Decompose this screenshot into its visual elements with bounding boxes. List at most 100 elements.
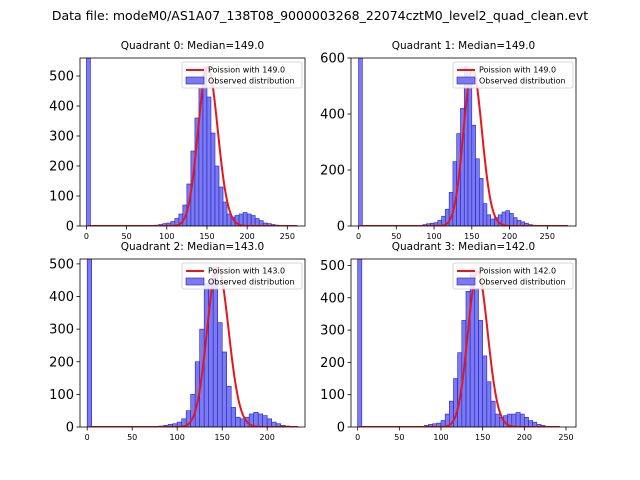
histogram-bar xyxy=(253,412,259,427)
y-tick-label: 300 xyxy=(49,130,74,145)
y-tick-label: 0 xyxy=(66,421,74,436)
y-tick-label: 500 xyxy=(49,257,74,272)
y-tick-label: 300 xyxy=(320,324,345,339)
quadrant-3-panel: Quadrant 3: Median=142.00100200300400500… xyxy=(320,241,577,442)
histogram-bar xyxy=(515,412,521,427)
x-tick-label: 150 xyxy=(464,232,479,241)
y-tick-label: 600 xyxy=(320,52,345,67)
y-tick-label: 0 xyxy=(337,421,345,436)
x-tick-label: 0 xyxy=(84,232,89,241)
quadrant-title: Quadrant 2: Median=143.0 xyxy=(121,241,264,253)
x-tick-label: 0 xyxy=(356,232,361,241)
histogram-bar xyxy=(202,66,208,226)
x-tick-label: 0 xyxy=(355,433,360,442)
poisson-curve xyxy=(88,66,298,226)
y-tick-label: 300 xyxy=(49,323,74,338)
x-tick-label: 50 xyxy=(127,433,137,442)
x-tick-label: 150 xyxy=(475,433,490,442)
x-tick-label: 200 xyxy=(260,433,275,442)
legend-bar-swatch xyxy=(456,76,476,85)
x-tick-label: 100 xyxy=(159,232,174,241)
y-tick-label: 100 xyxy=(49,388,74,403)
histogram-bar xyxy=(221,351,227,427)
histogram-bar xyxy=(511,413,517,427)
y-tick-label: 200 xyxy=(49,355,74,370)
histogram-bar xyxy=(478,320,483,427)
histogram-bar xyxy=(486,381,492,427)
x-tick-label: 250 xyxy=(558,433,573,442)
y-tick-label: 0 xyxy=(337,220,345,235)
histogram-bar xyxy=(214,165,220,226)
histogram-bar xyxy=(519,413,525,427)
legend-box xyxy=(181,61,303,89)
legend-label-observed: Observed distribution xyxy=(208,278,295,287)
legend-label-poisson: Poission with 149.0 xyxy=(479,66,556,75)
legend-bar-swatch xyxy=(185,277,205,286)
histogram-bar xyxy=(474,287,479,427)
y-tick-label: 400 xyxy=(49,290,74,305)
quadrant-1-panel: Quadrant 1: Median=149.0 0 200 400 600 0 50 100… xyxy=(320,40,577,241)
x-tick-label: 100 xyxy=(170,433,185,442)
x-tick-label: 250 xyxy=(540,232,555,241)
legend-label-poisson: Poission with 149.0 xyxy=(208,66,285,75)
histogram-bar xyxy=(86,259,92,427)
histogram-bar xyxy=(230,407,236,427)
legend-bar-swatch xyxy=(456,277,476,286)
histogram-bar xyxy=(206,96,212,226)
x-tick-label: 200 xyxy=(502,232,517,241)
legend: Poission with 149.0 Observed distribution xyxy=(452,61,574,89)
quadrant-title: Quadrant 0: Median=149.0 xyxy=(121,40,264,52)
histogram-bar xyxy=(494,413,500,427)
y-tick-label: 400 xyxy=(49,100,74,115)
legend-label-observed: Observed distribution xyxy=(208,77,295,86)
legend: Poission with 143.0 Observed distribution xyxy=(181,262,303,290)
x-tick-label: 150 xyxy=(215,433,230,442)
histogram-bar xyxy=(246,213,252,226)
histogram-bar xyxy=(217,322,223,427)
x-tick-label: 0 xyxy=(85,433,90,442)
x-tick-label: 200 xyxy=(240,232,255,241)
plot-area xyxy=(358,58,569,226)
histogram-bar xyxy=(218,186,224,226)
x-tick-label: 100 xyxy=(426,232,441,241)
figure-title: Data file: modeM0/AS1A07_138T08_90000032… xyxy=(52,8,588,23)
y-tick-label: 100 xyxy=(320,388,345,403)
histogram-bar xyxy=(266,418,273,427)
x-tick-label: 250 xyxy=(280,232,295,241)
x-tick-label: 100 xyxy=(433,433,448,442)
poisson-curve xyxy=(359,270,560,427)
histogram-bar xyxy=(226,385,232,427)
histogram-bar xyxy=(482,355,488,427)
legend-label-observed: Observed distribution xyxy=(479,77,566,86)
y-tick-label: 400 xyxy=(320,108,345,123)
histogram-bar xyxy=(242,212,248,226)
legend-label-poisson: Poission with 143.0 xyxy=(208,267,285,276)
histogram-bar xyxy=(262,415,268,427)
histogram-bar xyxy=(486,214,491,226)
histogram-bar xyxy=(235,416,241,427)
y-tick-label: 200 xyxy=(49,160,74,175)
histogram-bar xyxy=(490,400,496,427)
quadrant-2-panel: Quadrant 2: Median=143.00100200300400500… xyxy=(49,241,306,442)
legend-bar-swatch xyxy=(185,76,205,85)
plot-area xyxy=(86,259,299,427)
histogram-bar xyxy=(250,215,256,226)
x-tick-label: 150 xyxy=(199,232,214,241)
legend-box xyxy=(181,262,303,290)
legend-label-observed: Observed distribution xyxy=(479,278,566,287)
quadrant-title: Quadrant 3: Median=142.0 xyxy=(392,241,535,253)
x-tick-label: 50 xyxy=(391,232,401,241)
histogram-bar xyxy=(212,266,218,427)
y-tick-label: 200 xyxy=(320,164,345,179)
histogram-bar xyxy=(357,259,363,427)
poisson-curve xyxy=(360,68,569,226)
histogram-bar xyxy=(467,80,473,226)
legend: Poission with 142.0 Observed distribution xyxy=(452,262,574,290)
quadrant-0-panel: Quadrant 0: Median=149.0 0 100 200 300 400 500… xyxy=(49,40,306,241)
histogram-bar xyxy=(490,218,495,226)
legend: Poission with 149.0 Observed distribution xyxy=(181,61,303,89)
x-tick-label: 200 xyxy=(517,433,532,442)
y-tick-label: 500 xyxy=(49,70,74,85)
histogram-bar xyxy=(524,417,529,427)
